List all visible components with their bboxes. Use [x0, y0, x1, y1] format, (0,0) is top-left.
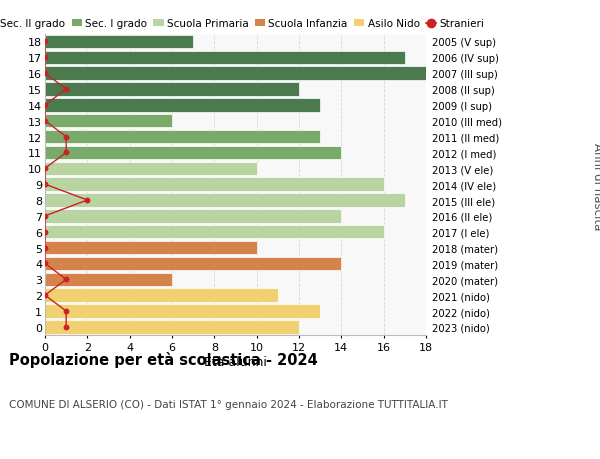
Bar [45, 130, 320, 144]
Point [40, 292, 50, 299]
Point [40, 213, 50, 220]
Point [40, 229, 50, 236]
Point [40, 39, 50, 46]
Text: COMUNE DI ALSERIO (CO) - Dati ISTAT 1° gennaio 2024 - Elaborazione TUTTITALIA.IT: COMUNE DI ALSERIO (CO) - Dati ISTAT 1° g… [9, 399, 448, 409]
Bar [45, 257, 341, 271]
Bar [45, 178, 383, 191]
Legend: Sec. II grado, Sec. I grado, Scuola Primaria, Scuola Infanzia, Asilo Nido, Stran: Sec. II grado, Sec. I grado, Scuola Prim… [0, 19, 484, 29]
Point [83, 197, 92, 204]
Bar [45, 305, 320, 318]
Bar [45, 162, 257, 176]
Point [61, 324, 71, 331]
Bar [45, 51, 405, 65]
Point [61, 276, 71, 283]
Bar [45, 194, 405, 207]
Bar [45, 36, 193, 49]
Point [61, 86, 71, 94]
Bar [45, 241, 257, 255]
Bar [45, 115, 172, 128]
Point [40, 102, 50, 109]
Bar [45, 83, 299, 96]
Point [40, 55, 50, 62]
Bar [45, 99, 320, 112]
Text: Anni di nascita: Anni di nascita [590, 142, 600, 230]
Point [40, 70, 50, 78]
Bar [45, 289, 278, 302]
Bar [45, 67, 426, 81]
Bar [45, 210, 341, 223]
Bar [45, 225, 383, 239]
Point [61, 308, 71, 315]
Bar [45, 273, 172, 286]
Point [61, 134, 71, 141]
Text: Popolazione per età scolastica - 2024: Popolazione per età scolastica - 2024 [9, 351, 318, 367]
Point [40, 260, 50, 268]
Point [40, 118, 50, 125]
X-axis label: Età alunni: Età alunni [204, 355, 267, 369]
Point [61, 150, 71, 157]
Bar [45, 146, 341, 160]
Point [40, 165, 50, 173]
Point [40, 181, 50, 188]
Bar [45, 320, 299, 334]
Point [40, 244, 50, 252]
